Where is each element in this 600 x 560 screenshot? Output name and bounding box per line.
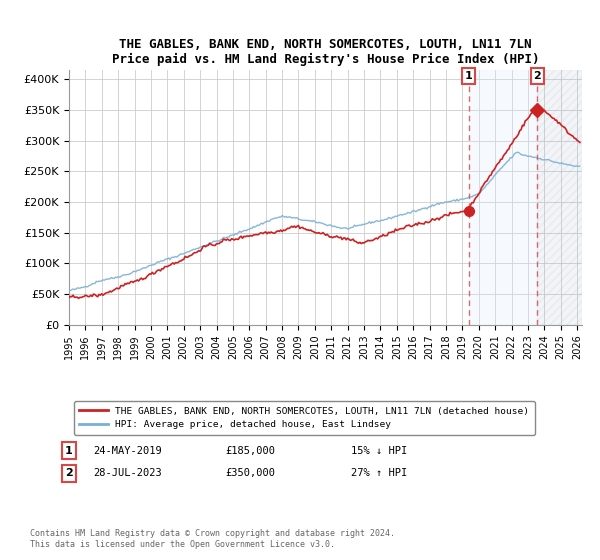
Text: 28-JUL-2023: 28-JUL-2023 [93,468,162,478]
Text: Contains HM Land Registry data © Crown copyright and database right 2024.
This d: Contains HM Land Registry data © Crown c… [30,529,395,549]
Text: 27% ↑ HPI: 27% ↑ HPI [351,468,407,478]
Bar [538,70,582,325]
Text: 2: 2 [533,71,541,81]
Text: 24-MAY-2019: 24-MAY-2019 [93,446,162,456]
Text: 2: 2 [65,468,73,478]
Text: 15% ↓ HPI: 15% ↓ HPI [351,446,407,456]
Legend: THE GABLES, BANK END, NORTH SOMERCOTES, LOUTH, LN11 7LN (detached house), HPI: A: THE GABLES, BANK END, NORTH SOMERCOTES, … [74,401,535,435]
Text: 1: 1 [65,446,73,456]
Bar [469,70,538,325]
Text: £350,000: £350,000 [225,468,275,478]
Text: £185,000: £185,000 [225,446,275,456]
Title: THE GABLES, BANK END, NORTH SOMERCOTES, LOUTH, LN11 7LN
Price paid vs. HM Land R: THE GABLES, BANK END, NORTH SOMERCOTES, … [112,38,539,66]
Text: 1: 1 [465,71,473,81]
